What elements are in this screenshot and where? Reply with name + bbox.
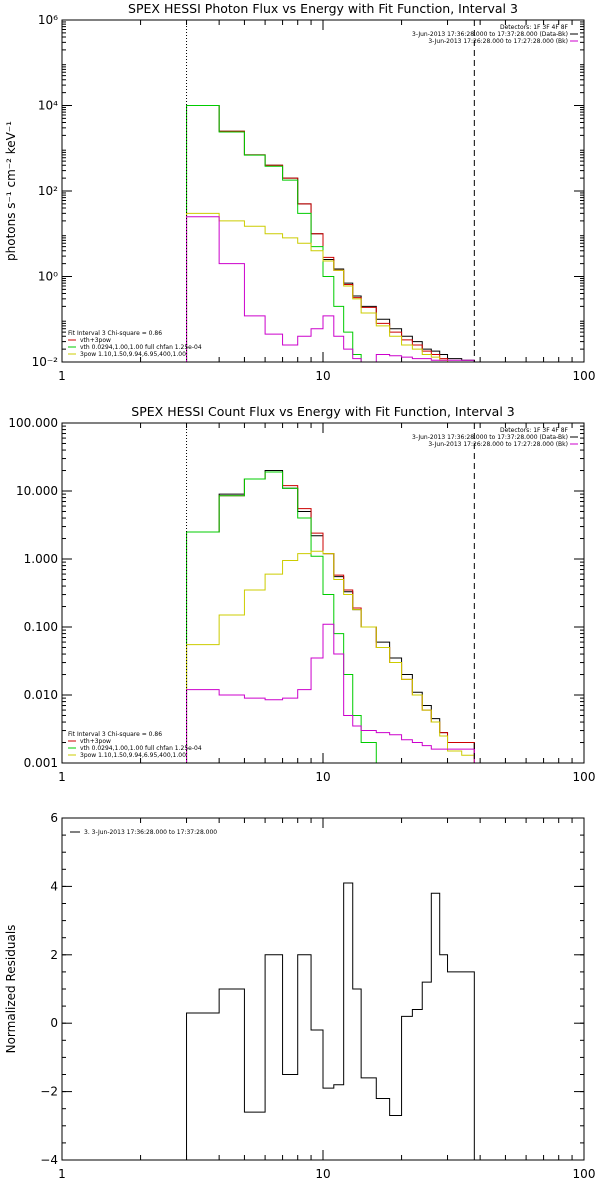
legend-entry: 3. 3-Jun-2013 17:36:28.000 to 17:37:28.0… (84, 829, 217, 836)
y-axis-label: Normalized Residuals (4, 925, 18, 1054)
legend-entry: 3-Jun-2013 17:26:28.000 to 17:27:28.000 … (428, 441, 568, 448)
y-tick-label: 1.000 (24, 552, 58, 566)
y-tick-label: 2 (50, 948, 58, 962)
legend-entry: 3-Jun-2013 17:26:28.000 to 17:27:28.000 … (428, 38, 568, 45)
y-tick-label: 100.000 (8, 416, 58, 430)
chart-title: SPEX HESSI Count Flux vs Energy with Fit… (131, 404, 514, 419)
y-tick-label: 4 (50, 879, 58, 893)
legend-bottom: Fit Interval 3 Chi-square = 0.86vth+3pow… (68, 731, 202, 759)
y-tick-label: 10⁶ (38, 13, 58, 27)
series-line (186, 105, 475, 362)
y-tick-label: 10⁻² (32, 355, 59, 369)
series-group (186, 470, 475, 763)
x-tick-label: 10 (315, 770, 330, 784)
series-group (186, 105, 475, 362)
y-tick-label: 10.000 (16, 484, 58, 498)
series-group (186, 882, 475, 1160)
series-line (186, 105, 475, 362)
y-tick-label: −4 (40, 1153, 58, 1167)
y-tick-label: 10⁰ (38, 270, 58, 284)
legend-entry: vth 0.0294,1.00,1.00 full chfan 1.25e-04 (80, 745, 202, 752)
legend-entry: Detectors: 1F 3F 4F 8F (500, 427, 569, 434)
x-tick-label: 1 (58, 369, 66, 383)
chart-title: SPEX HESSI Photon Flux vs Energy with Fi… (128, 1, 518, 16)
legend-entry: 3-Jun-2013 17:36:28.000 to 17:37:28.000 … (412, 434, 568, 441)
x-tick-label: 1 (58, 770, 66, 784)
x-minor-ticks (140, 20, 573, 362)
plot-frame (61, 19, 585, 363)
y-axis-label: photons s⁻¹ cm⁻² keV⁻¹ (4, 121, 18, 261)
x-minor-ticks (140, 818, 573, 1160)
y-tick-label: 0 (50, 1016, 58, 1030)
legend-top: Detectors: 1F 3F 4F 8F3-Jun-2013 17:36:2… (412, 24, 578, 45)
legend-entry: vth+3pow (80, 738, 111, 745)
y-tick-label: 0.001 (24, 756, 58, 770)
x-tick-label: 100 (573, 369, 596, 383)
series-line (186, 882, 475, 1160)
series-line (186, 212, 475, 362)
legend-entry: 3pow 1.10,1.50,9.94,6.95,400,1.00 (80, 752, 186, 759)
legend-bottom: Fit Interval 3 Chi-square = 0.86vth+3pow… (68, 330, 202, 358)
legend-entry: 3-Jun-2013 17:36:28.000 to 17:37:28.000 … (412, 31, 568, 38)
y-tick-label: −2 (40, 1085, 58, 1099)
series-line (186, 105, 475, 362)
plot-frame (61, 422, 585, 764)
legend-top: 3. 3-Jun-2013 17:36:28.000 to 17:37:28.0… (70, 829, 217, 836)
y-tick-label: 10⁴ (38, 99, 58, 113)
y-tick-label: 0.010 (24, 688, 58, 702)
x-tick-label: 100 (573, 770, 596, 784)
y-minor-ticks (62, 425, 584, 744)
x-minor-ticks (140, 423, 573, 763)
legend-entry: vth+3pow (80, 337, 111, 344)
y-minor-ticks (62, 817, 584, 1161)
series-line (186, 623, 475, 763)
legend-entry: Fit Interval 3 Chi-square = 0.86 (68, 330, 162, 337)
chart-1: SPEX HESSI Photon Flux vs Energy with Fi… (4, 1, 595, 383)
y-minor-ticks (62, 21, 584, 350)
legend-entry: Detectors: 1F 3F 4F 8F (500, 24, 569, 31)
series-line (186, 216, 475, 362)
series-line (186, 550, 475, 763)
legend-top: Detectors: 1F 3F 4F 8F3-Jun-2013 17:36:2… (412, 427, 578, 448)
legend-entry: Fit Interval 3 Chi-square = 0.86 (68, 731, 162, 738)
plot-frame (61, 817, 585, 1161)
y-tick-label: 6 (50, 811, 58, 825)
chart-3: Normalized Residuals 1 10 100 −4 −2 0 2 4 6 3. 3-J… (4, 811, 595, 1181)
y-tick-label: 10² (38, 184, 58, 198)
y-tick-label: 0.100 (24, 620, 58, 634)
x-tick-label: 1 (58, 1167, 66, 1181)
chart-2: SPEX HESSI Count Flux vs Energy with Fit… (8, 404, 595, 784)
x-tick-label: 10 (315, 1167, 330, 1181)
legend-entry: 3pow 1.10,1.50,9.94,6.95,400,1.00 (80, 351, 186, 358)
x-tick-label: 10 (315, 369, 330, 383)
legend-entry: vth 0.0294,1.00,1.00 full chfan 1.25e-04 (80, 344, 202, 351)
x-tick-label: 100 (573, 1167, 596, 1181)
